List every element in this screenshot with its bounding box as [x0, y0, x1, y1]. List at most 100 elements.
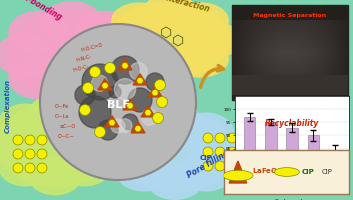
Ellipse shape [0, 34, 55, 76]
Circle shape [109, 120, 115, 126]
Ellipse shape [58, 104, 111, 143]
Circle shape [203, 147, 213, 157]
Circle shape [227, 133, 237, 143]
Ellipse shape [75, 57, 135, 99]
Ellipse shape [42, 2, 102, 43]
Text: ⬡: ⬡ [160, 26, 172, 40]
Ellipse shape [0, 126, 40, 164]
Circle shape [75, 85, 95, 105]
Circle shape [13, 135, 23, 145]
Text: O—La: O—La [55, 114, 70, 119]
Circle shape [135, 126, 141, 132]
Ellipse shape [58, 147, 111, 186]
Bar [232, 5, 348, 100]
Text: Magnetic Separation: Magnetic Separation [253, 13, 327, 18]
Ellipse shape [178, 113, 233, 150]
Text: CIP: CIP [302, 169, 315, 175]
Ellipse shape [0, 103, 113, 187]
Polygon shape [118, 59, 132, 70]
Text: H-O-C=O: H-O-C=O [80, 42, 103, 53]
Polygon shape [105, 116, 119, 127]
Circle shape [127, 103, 133, 109]
Polygon shape [98, 79, 112, 90]
Circle shape [215, 147, 225, 157]
Circle shape [223, 170, 253, 181]
Circle shape [156, 97, 168, 108]
Circle shape [227, 147, 237, 157]
Circle shape [203, 133, 213, 143]
Polygon shape [141, 106, 155, 117]
Circle shape [25, 163, 35, 173]
Circle shape [90, 66, 101, 77]
Circle shape [203, 161, 213, 171]
Circle shape [37, 149, 47, 159]
Text: Complexation: Complexation [5, 79, 11, 133]
Text: LaFeO$_3$: LaFeO$_3$ [252, 167, 281, 177]
Ellipse shape [28, 95, 82, 134]
Bar [265, 122, 277, 200]
Circle shape [40, 24, 196, 180]
Polygon shape [133, 74, 147, 85]
Circle shape [83, 82, 94, 94]
Circle shape [215, 133, 225, 143]
Text: H-O-C-: H-O-C- [72, 64, 89, 73]
Ellipse shape [7, 10, 137, 100]
Circle shape [111, 56, 139, 84]
Circle shape [13, 149, 23, 159]
Bar [329, 151, 340, 200]
Ellipse shape [173, 3, 228, 38]
Circle shape [152, 112, 163, 123]
Circle shape [128, 88, 152, 112]
Circle shape [145, 110, 151, 116]
Bar [307, 135, 319, 200]
FancyArrowPatch shape [201, 65, 223, 87]
Circle shape [109, 86, 121, 98]
Polygon shape [123, 99, 137, 110]
Ellipse shape [173, 42, 228, 77]
Circle shape [155, 79, 166, 90]
Polygon shape [229, 161, 247, 183]
Text: O—Fe: O—Fe [55, 104, 69, 109]
Ellipse shape [9, 11, 69, 53]
Ellipse shape [147, 162, 203, 199]
Ellipse shape [112, 42, 167, 77]
Circle shape [82, 64, 118, 100]
Ellipse shape [0, 104, 52, 143]
Circle shape [152, 90, 158, 96]
Circle shape [91, 75, 108, 91]
Bar [286, 128, 298, 200]
Polygon shape [148, 86, 162, 97]
Ellipse shape [110, 2, 230, 78]
Circle shape [79, 96, 111, 128]
Circle shape [111, 119, 125, 133]
X-axis label: Cycle number: Cycle number [275, 199, 309, 200]
Circle shape [142, 109, 158, 125]
Ellipse shape [99, 22, 155, 58]
Circle shape [122, 63, 128, 69]
Bar [244, 117, 256, 200]
Circle shape [79, 104, 90, 116]
Circle shape [114, 79, 136, 100]
Ellipse shape [117, 113, 172, 150]
Circle shape [118, 119, 132, 133]
Ellipse shape [191, 134, 246, 170]
Circle shape [37, 135, 47, 145]
Text: H-N-C-: H-N-C- [75, 54, 92, 63]
Ellipse shape [117, 154, 172, 191]
Circle shape [104, 62, 115, 73]
Circle shape [274, 168, 299, 176]
Circle shape [25, 149, 35, 159]
Text: ≡C—O: ≡C—O [60, 124, 76, 129]
Ellipse shape [104, 134, 160, 170]
Circle shape [215, 161, 225, 171]
Ellipse shape [185, 22, 241, 58]
Text: BLF: BLF [107, 100, 130, 110]
Circle shape [13, 163, 23, 173]
Ellipse shape [178, 154, 233, 191]
Ellipse shape [89, 34, 149, 76]
Circle shape [146, 73, 164, 91]
Ellipse shape [112, 3, 167, 38]
Circle shape [130, 63, 147, 80]
Ellipse shape [0, 147, 52, 186]
Text: Recyclability: Recyclability [265, 119, 319, 128]
